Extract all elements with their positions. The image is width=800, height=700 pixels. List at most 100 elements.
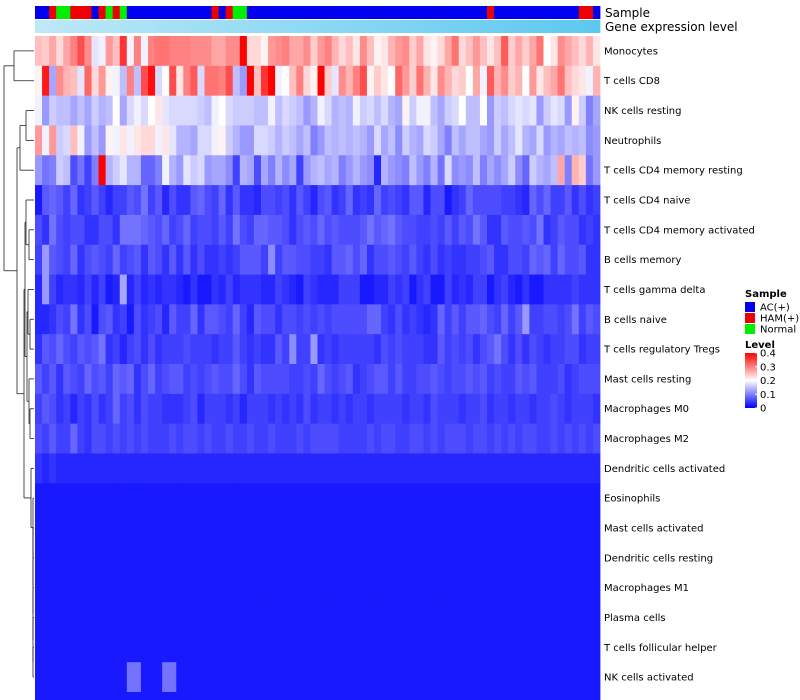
heatmap-cell [42,632,50,663]
heatmap-cells [35,36,601,700]
heatmap-cell [479,542,488,574]
heatmap-cell [268,662,276,693]
heatmap-cell [366,334,375,365]
heatmap-cell [56,572,64,603]
heatmap-cell [112,334,121,365]
gene-expression-annotation-cell [63,20,71,33]
heatmap-cell [564,95,573,126]
heatmap-cell [388,65,396,97]
heatmap-cell [345,334,354,365]
heatmap-cell [275,513,283,544]
heatmap-cell [70,95,78,126]
heatmap-cell [49,692,57,700]
heatmap-cell [543,274,551,305]
heatmap-cell [197,65,205,97]
heatmap-cell [197,304,205,335]
heatmap-cell [119,692,128,700]
heatmap-cell [119,662,128,693]
heatmap-cell [246,304,255,335]
heatmap-cell [585,155,594,186]
heatmap-cell [423,214,431,246]
heatmap-cell [49,542,57,574]
heatmap-cell [105,602,114,633]
heatmap-cell [275,453,283,484]
heatmap-cell [458,65,467,97]
heatmap-cell [232,632,241,663]
heatmap-cell [42,393,50,425]
heatmap-cell [140,36,149,67]
heatmap-cell [508,274,516,305]
heatmap-cell [338,125,347,156]
heatmap-cell [56,304,64,335]
heatmap-cell [345,274,354,305]
legend-sample-swatch [745,302,755,312]
heatmap-cell [162,393,170,425]
heatmap-cell [571,244,580,275]
heatmap-cell [338,632,347,663]
heatmap-cell [522,662,530,693]
heatmap-cell [63,155,71,186]
heatmap-cell [578,393,587,425]
heatmap-cell [275,423,283,454]
heatmap-cell [140,662,149,693]
heatmap-cell [148,65,156,97]
heatmap-cell [374,36,382,67]
heatmap-cell [183,65,191,97]
heatmap-cell [176,125,184,156]
heatmap-cell [49,274,57,305]
heatmap-cell [536,95,544,126]
heatmap-cell [402,65,410,97]
heatmap-cell [98,214,107,246]
heatmap-cell [550,692,559,700]
heatmap-cell [444,602,453,633]
heatmap-cell [416,65,424,97]
heatmap-cell [366,602,375,633]
heatmap-cell [366,364,375,395]
heatmap-cell [557,36,566,67]
gene-expression-annotation-cell [423,20,431,33]
heatmap-cell [218,304,227,335]
heatmap-cell [91,692,99,700]
heatmap-cell [246,95,255,126]
heatmap-cell [126,692,135,700]
heatmap-cell [35,155,43,186]
heatmap-cell [366,274,375,305]
sample-annotation-cell [197,6,205,19]
heatmap-cell [416,632,424,663]
heatmap-cell [169,632,177,663]
heatmap-cell [543,214,551,246]
heatmap-cell [395,95,403,126]
heatmap-cell [310,542,318,574]
heatmap-cell [374,214,382,246]
heatmap-cell [331,453,340,484]
heatmap-cell [239,334,248,365]
heatmap-cell [352,692,361,700]
heatmap-cell [550,662,559,693]
heatmap-cell [529,632,537,663]
heatmap-cell [543,334,551,365]
heatmap-cell [162,572,170,603]
heatmap-cell [190,214,198,246]
heatmap-cell [98,334,107,365]
heatmap-cell [437,185,446,216]
heatmap-cell [317,244,325,275]
heatmap-cell [494,453,502,484]
heatmap-cell [126,572,135,603]
heatmap-cell [592,572,601,603]
heatmap-cell [437,483,446,514]
heatmap-cell [515,244,523,275]
sample-annotation-cell [268,6,276,19]
heatmap-cell [381,542,389,574]
gene-expression-annotation-cell [430,20,438,33]
heatmap-cell [275,364,283,395]
heatmap-cell [592,632,601,663]
heatmap-cell [536,244,544,275]
heatmap-cell [317,304,325,335]
heatmap-cell [119,36,128,67]
heatmap-cell [183,95,191,126]
heatmap-cell [508,334,516,365]
heatmap-cell [239,632,248,663]
heatmap-cell [585,95,594,126]
heatmap-cell [190,393,198,425]
heatmap-cell [487,274,495,305]
